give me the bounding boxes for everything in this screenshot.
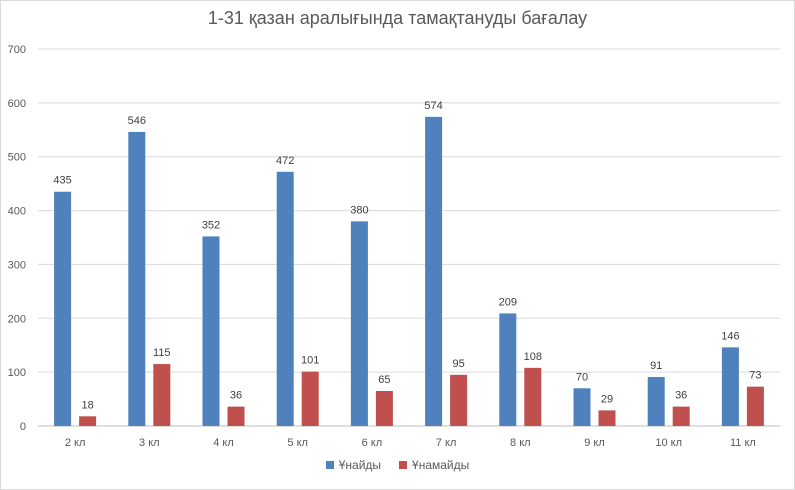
data-label: 95	[452, 358, 464, 370]
y-tick-label: 400	[8, 206, 26, 218]
x-tick-label: 4 кл	[213, 437, 234, 449]
data-label: 435	[53, 175, 71, 187]
chart-title: 1-31 қазан аралығында тамақтануды бағала…	[207, 8, 588, 28]
data-label: 472	[276, 155, 294, 167]
bar-series-1	[721, 347, 739, 426]
data-label: 73	[749, 370, 761, 382]
bars	[54, 116, 764, 427]
x-tick-label: 11 кл	[730, 437, 756, 449]
bar-series-1	[202, 236, 220, 426]
bar-series-1	[499, 313, 517, 426]
x-tick-label: 6 кл	[362, 437, 383, 449]
data-label: 574	[424, 100, 442, 112]
x-tick-label: 9 кл	[584, 437, 605, 449]
data-label: 65	[378, 374, 390, 386]
x-axis-ticks: 2 кл 3 кл 4 кл 5 кл 6 кл 7 кл 8 кл 9 кл 10 кл 11 …	[65, 437, 756, 449]
data-label: 546	[128, 115, 146, 127]
bar-series-2	[746, 386, 764, 426]
gridlines	[38, 48, 780, 427]
y-tick-label: 500	[8, 152, 26, 164]
x-tick-label: 5 кл	[287, 437, 308, 449]
x-tick-label: 8 кл	[510, 437, 531, 449]
y-tick-label: 100	[8, 367, 26, 379]
y-tick-label: 700	[8, 44, 26, 56]
bar-series-1	[54, 191, 72, 426]
bar-series-1	[647, 376, 665, 426]
data-label: 91	[650, 360, 662, 372]
legend-item-series-1: Ұнайды	[325, 458, 382, 472]
data-label: 352	[202, 219, 220, 231]
bar-series-1	[425, 116, 443, 427]
bar-series-2	[227, 406, 245, 426]
y-axis-ticks: 0 100 200 300 400 500 600 700	[8, 44, 26, 433]
bar-series-1	[276, 171, 294, 426]
data-label: 18	[81, 399, 93, 411]
legend: Ұнайды Ұнамайды	[0, 458, 795, 472]
legend-label-series-1: Ұнайды	[338, 458, 382, 472]
bar-series-2	[598, 410, 616, 426]
bar-series-1	[128, 131, 146, 426]
x-tick-label: 10 кл	[655, 437, 682, 449]
y-tick-label: 0	[20, 421, 26, 433]
bar-series-2	[153, 364, 171, 426]
data-label: 380	[350, 204, 368, 216]
bar-series-2	[375, 390, 393, 426]
x-tick-label: 7 кл	[436, 437, 457, 449]
data-label: 36	[230, 390, 242, 402]
bar-series-2	[301, 371, 319, 426]
data-label: 108	[524, 351, 542, 363]
legend-swatch-series-1	[325, 461, 334, 469]
y-tick-label: 600	[8, 98, 26, 110]
legend-swatch-series-2	[399, 461, 408, 469]
y-tick-label: 300	[8, 259, 26, 271]
bar-series-2	[672, 406, 690, 426]
bar-series-1	[350, 221, 368, 426]
data-label: 36	[675, 390, 687, 402]
x-tick-label: 2 кл	[65, 437, 86, 449]
data-label: 101	[301, 355, 319, 367]
bar-series-1	[573, 388, 591, 426]
x-tick-label: 3 кл	[139, 437, 160, 449]
bar-series-2	[450, 374, 468, 426]
data-label: 209	[499, 296, 517, 308]
y-tick-label: 200	[8, 313, 26, 325]
legend-item-series-2: Ұнамайды	[399, 458, 469, 472]
data-label: 146	[721, 330, 739, 342]
bar-series-2	[524, 367, 542, 426]
data-label: 70	[576, 371, 588, 383]
legend-label-series-2: Ұнамайды	[412, 458, 470, 472]
data-labels: 435 18 546 115 352 36 472 101 380 65 574 95 209 108 70…	[53, 100, 761, 411]
bar-series-2	[79, 416, 97, 426]
data-label: 115	[153, 347, 171, 359]
data-label: 29	[601, 393, 613, 405]
